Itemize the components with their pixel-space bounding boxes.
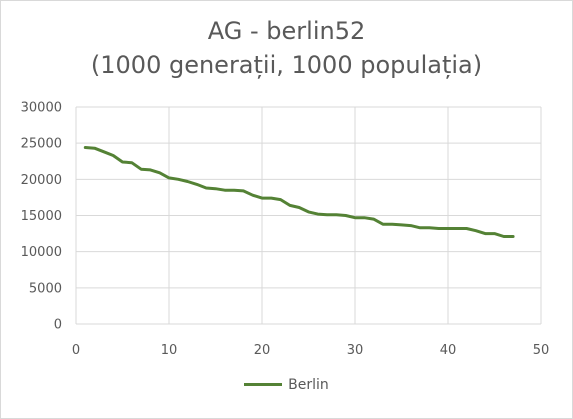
- y-tick-label: 0: [54, 318, 62, 333]
- y-tick-label: 10000: [21, 245, 62, 260]
- legend: Berlin: [0, 377, 573, 393]
- y-tick-label: 15000: [21, 209, 62, 224]
- y-tick-label: 20000: [21, 173, 62, 188]
- y-tick-label: 25000: [21, 137, 62, 152]
- legend-label-berlin: Berlin: [288, 377, 329, 393]
- x-tick-label: 50: [533, 343, 550, 358]
- x-tick-label: 40: [440, 343, 457, 358]
- x-tick-label: 10: [161, 343, 178, 358]
- series-line-berlin: [83, 146, 515, 238]
- y-tick-label: 5000: [29, 281, 62, 296]
- x-tick-label: 20: [254, 343, 271, 358]
- x-tick-label: 0: [72, 343, 80, 358]
- y-tick-label: 30000: [21, 101, 62, 116]
- legend-swatch-berlin: [244, 382, 283, 386]
- x-tick-label: 30: [347, 343, 364, 358]
- chart-title-line1: AG - berlin52: [207, 17, 366, 45]
- chart-title-line2: (1000 generații, 1000 populația): [90, 51, 483, 79]
